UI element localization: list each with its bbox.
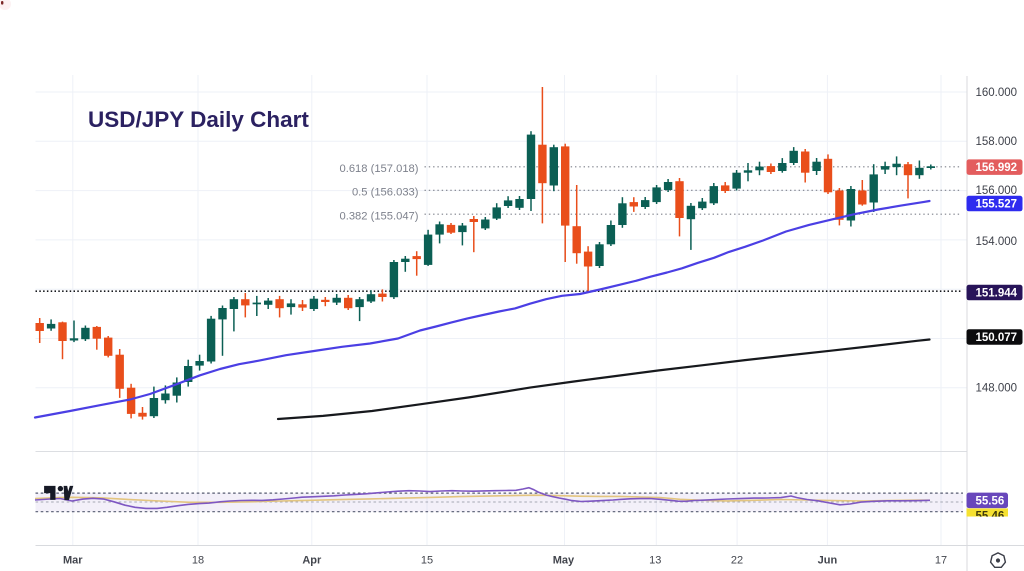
svg-text:22: 22 xyxy=(731,555,743,567)
svg-text:17: 17 xyxy=(935,555,947,567)
svg-text:155.527: 155.527 xyxy=(976,199,1018,211)
svg-text:150.077: 150.077 xyxy=(976,332,1018,344)
svg-text:15: 15 xyxy=(421,555,433,567)
svg-text:154.000: 154.000 xyxy=(976,236,1018,248)
svg-text:18: 18 xyxy=(192,555,204,567)
svg-text:158.000: 158.000 xyxy=(976,136,1018,148)
svg-text:55.56: 55.56 xyxy=(976,495,1005,507)
svg-text:Jun: Jun xyxy=(818,555,838,567)
svg-text:May: May xyxy=(553,555,575,567)
svg-text:13: 13 xyxy=(649,555,661,567)
svg-text:160.000: 160.000 xyxy=(976,87,1018,99)
svg-text:Mar: Mar xyxy=(63,555,83,567)
svg-text:0.382 (155.047): 0.382 (155.047) xyxy=(340,210,419,222)
svg-text:148.000: 148.000 xyxy=(976,383,1018,395)
svg-text:151.944: 151.944 xyxy=(976,288,1018,300)
svg-text:0.5 (156.033): 0.5 (156.033) xyxy=(352,187,419,199)
svg-text:0.618 (157.018): 0.618 (157.018) xyxy=(340,163,419,175)
svg-text:55.46: 55.46 xyxy=(976,511,1005,523)
svg-text:156.992: 156.992 xyxy=(976,162,1018,174)
svg-text:Apr: Apr xyxy=(302,555,322,567)
svg-text:USD/JPY Daily Chart: USD/JPY Daily Chart xyxy=(88,107,309,132)
svg-text:156.000: 156.000 xyxy=(976,185,1018,197)
